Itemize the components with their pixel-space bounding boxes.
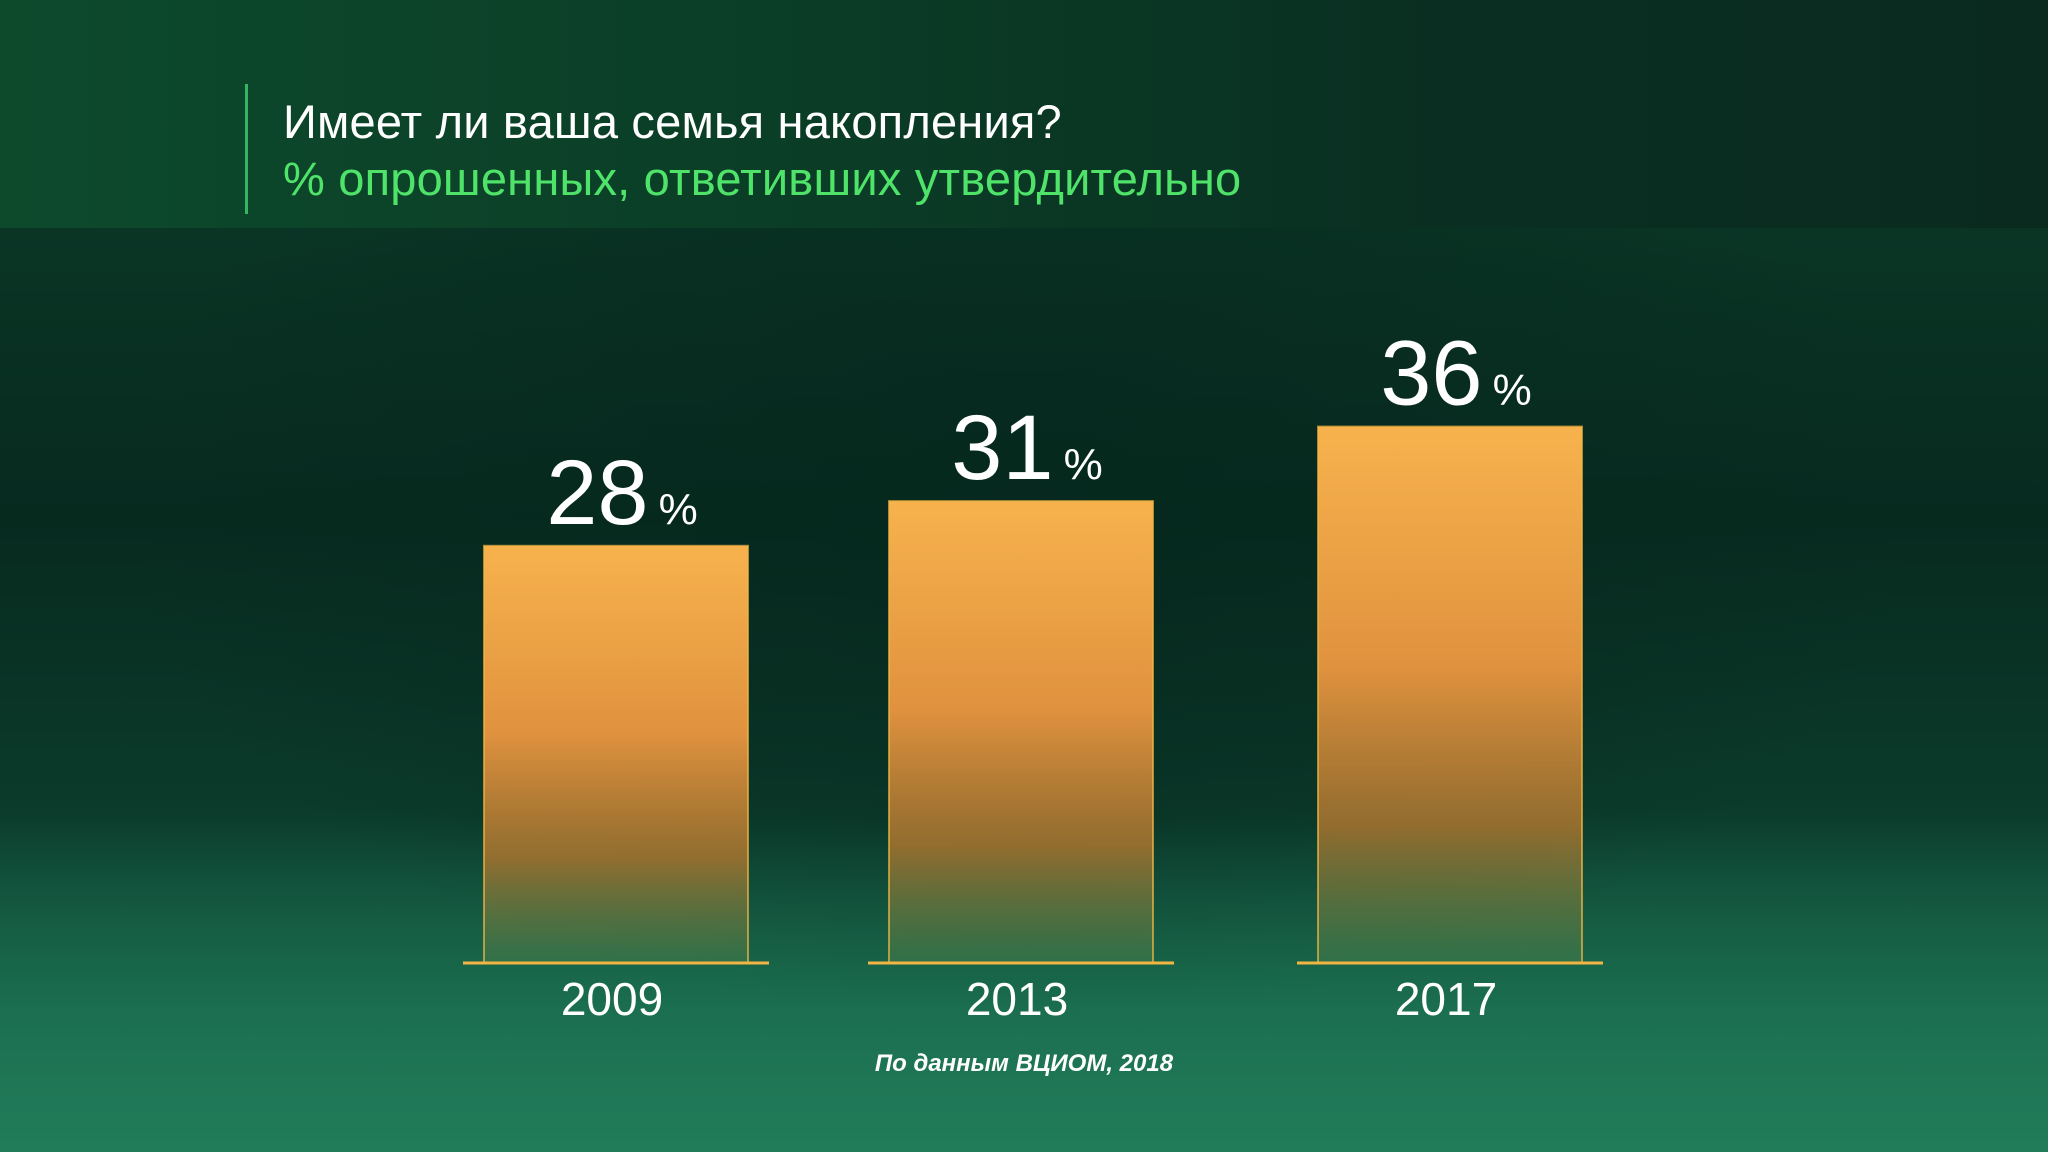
header-band bbox=[0, 0, 2048, 228]
value-label-2009: 28% bbox=[546, 442, 697, 544]
bar-2009 bbox=[483, 544, 749, 964]
value-label-2017: 36% bbox=[1380, 323, 1531, 425]
x-tick-label-2009: 2009 bbox=[561, 973, 663, 1025]
x-tick-label-2013: 2013 bbox=[966, 973, 1068, 1025]
x-tick-label-2017: 2017 bbox=[1395, 973, 1497, 1025]
header-accent-rule bbox=[245, 84, 248, 214]
chart-subtitle: % опрошенных, ответивших утвердительно bbox=[283, 152, 1242, 205]
bar-2013 bbox=[888, 500, 1154, 964]
bar-2017 bbox=[1317, 425, 1583, 965]
source-note: По данным ВЦИОМ, 2018 bbox=[874, 1050, 1174, 1077]
value-label-2013: 31% bbox=[951, 397, 1102, 499]
chart-title: Имеет ли ваша семья накопления? bbox=[283, 95, 1062, 148]
